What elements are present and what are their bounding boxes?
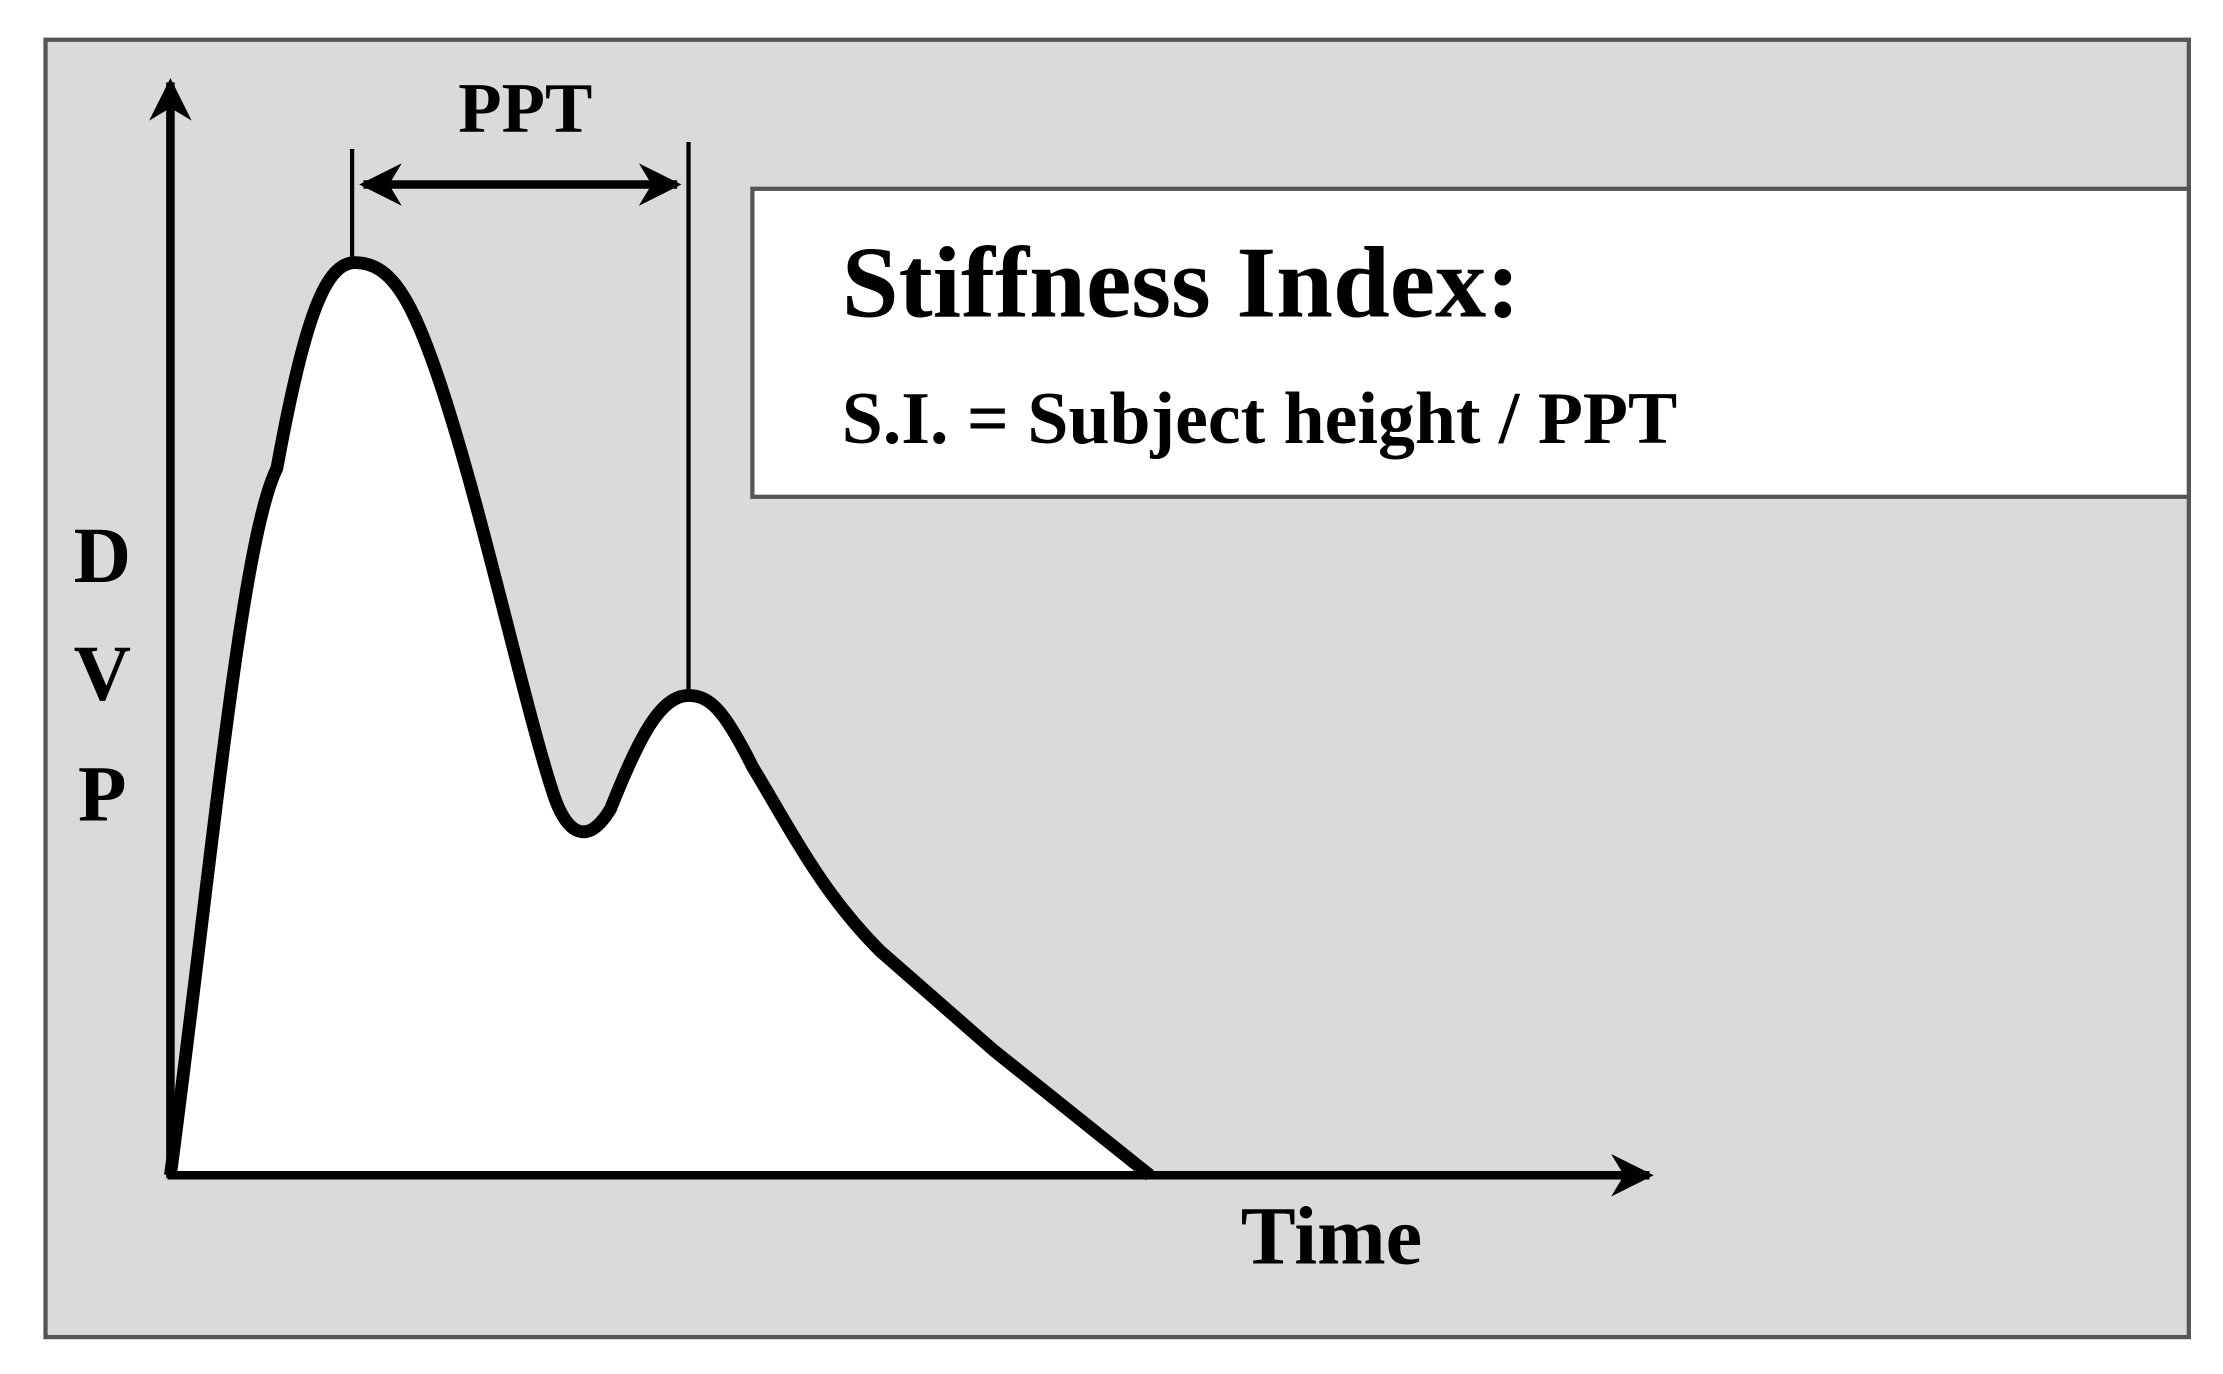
x-axis-label: Time (1241, 1190, 1422, 1281)
y-axis-letter: V (74, 630, 131, 718)
y-axis-letter: P (78, 750, 127, 838)
ppt-label: PPT (458, 70, 592, 148)
waveform (164, 256, 1154, 1181)
info-box (750, 186, 2191, 499)
info-title: Stiffness Index: (842, 227, 1521, 340)
y-axis-letter: D (74, 512, 131, 600)
info-formula: S.I. = Subject height / PPT (842, 377, 1677, 459)
